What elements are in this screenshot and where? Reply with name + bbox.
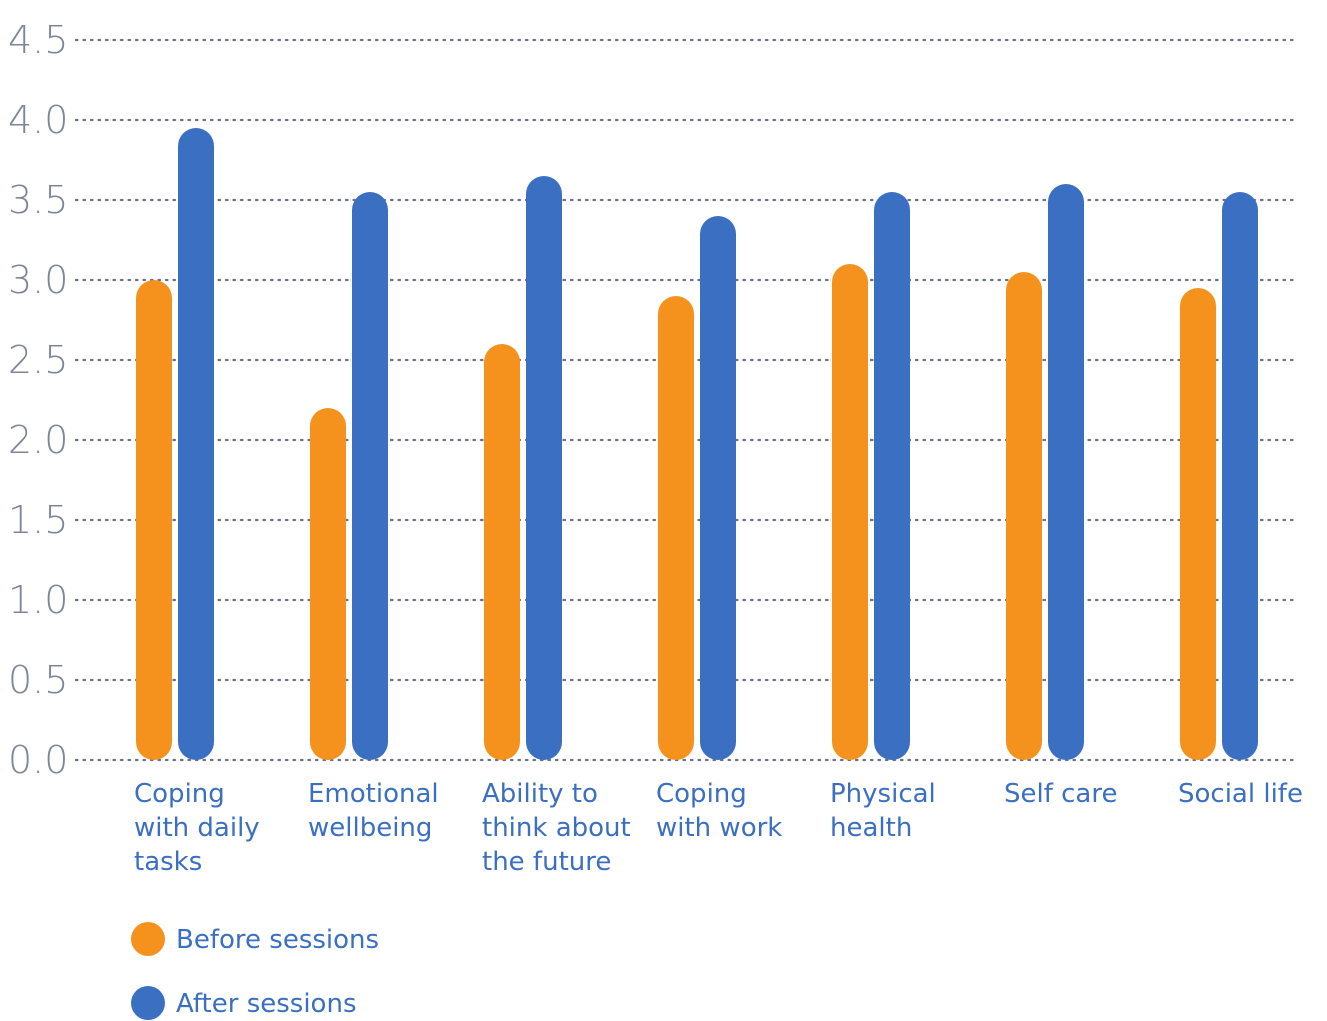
legend-label-after: After sessions bbox=[176, 989, 357, 1019]
bar-before bbox=[1006, 272, 1042, 760]
bar-after bbox=[352, 192, 388, 760]
bars bbox=[136, 128, 1258, 760]
x-category-label: Emotional wellbeing bbox=[308, 779, 439, 843]
y-axis-ticks: 0.0 0.5 1.0 1.5 2.0 2.5 3.0 3.5 4.0 4.5 bbox=[8, 18, 68, 782]
x-category-label: Social life bbox=[1178, 779, 1303, 809]
bar-before bbox=[136, 280, 172, 760]
y-tick-label: 0.5 bbox=[8, 658, 68, 702]
x-category-label: Coping with work bbox=[656, 779, 782, 843]
y-tick-label: 3.5 bbox=[8, 178, 68, 222]
bar-before bbox=[832, 264, 868, 760]
legend-swatch-before bbox=[131, 922, 165, 956]
y-tick-label: 0.0 bbox=[8, 738, 68, 782]
bar-after bbox=[700, 216, 736, 760]
bar-before bbox=[658, 296, 694, 760]
y-tick-label: 2.0 bbox=[8, 418, 68, 462]
x-category-label: Coping with daily tasks bbox=[134, 779, 260, 877]
y-tick-label: 2.5 bbox=[8, 338, 68, 382]
legend-swatch-after bbox=[131, 986, 165, 1020]
y-tick-label: 4.0 bbox=[8, 98, 68, 142]
y-tick-label: 4.5 bbox=[8, 18, 68, 62]
legend-label-before: Before sessions bbox=[176, 925, 379, 955]
x-category-label: Ability to think about the future bbox=[482, 779, 631, 877]
y-tick-label: 1.0 bbox=[8, 578, 68, 622]
bar-after bbox=[1048, 184, 1084, 760]
x-axis-categories: Coping with daily tasks Emotional wellbeing A… bbox=[134, 779, 1303, 877]
bar-after bbox=[1222, 192, 1258, 760]
y-tick-label: 1.5 bbox=[8, 498, 68, 542]
x-category-label: Physical health bbox=[830, 779, 936, 843]
legend: Before sessions After sessions bbox=[131, 922, 379, 1020]
x-category-label: Self care bbox=[1004, 779, 1117, 809]
bar-before bbox=[310, 408, 346, 760]
bar-after bbox=[874, 192, 910, 760]
y-tick-label: 3.0 bbox=[8, 258, 68, 302]
bar-before bbox=[484, 344, 520, 760]
bar-after bbox=[178, 128, 214, 760]
bar-before bbox=[1180, 288, 1216, 760]
bar-after bbox=[526, 176, 562, 760]
